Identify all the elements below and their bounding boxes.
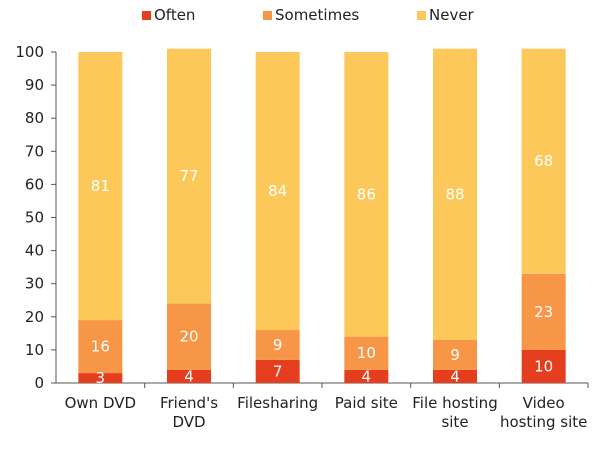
x-tick-label: File hosting site (412, 394, 497, 431)
x-tick-label: Paid site (335, 394, 398, 412)
axes: 0 10 20 30 40 50 60 70 80 90 100 (15, 43, 589, 392)
data-label: 23 (534, 303, 553, 321)
bar-sometimes-5 (521, 273, 566, 350)
bar-never-0 (78, 52, 123, 321)
bar-often-0 (78, 373, 123, 383)
bar-often-2 (255, 359, 300, 383)
data-label: 9 (450, 346, 460, 364)
data-label: 77 (179, 167, 198, 185)
data-label: 88 (445, 185, 464, 203)
y-tick-label: 60 (25, 175, 44, 193)
x-tick-label: Filesharing (237, 394, 318, 412)
legend-label: Sometimes (275, 6, 359, 24)
legend-swatch (417, 11, 426, 20)
data-label: 68 (534, 152, 553, 170)
x-tick-label: Video hosting site (500, 394, 587, 431)
bar-never-5 (521, 48, 566, 274)
y-tick-label: 30 (25, 275, 44, 293)
legend: Often Sometimes Never (142, 6, 475, 24)
bars (78, 48, 566, 383)
bar-never-4 (433, 48, 477, 340)
legend-label: Never (429, 6, 475, 24)
bar-sometimes-4 (433, 339, 477, 370)
y-tick-label: 90 (25, 76, 44, 94)
legend-item-often: Often (142, 6, 195, 24)
data-label: 7 (273, 362, 283, 380)
legend-item-never: Never (417, 6, 475, 24)
data-label: 86 (357, 185, 376, 203)
data-label: 16 (91, 338, 110, 356)
legend-item-sometimes: Sometimes (263, 6, 359, 24)
bar-often-1 (167, 369, 211, 383)
data-label: 84 (268, 182, 287, 200)
bar-never-1 (167, 48, 211, 304)
data-label: 4 (450, 367, 460, 385)
y-tick-label: 70 (25, 142, 44, 160)
x-tick-label: Own DVD (65, 394, 136, 412)
y-tick-label: 0 (34, 374, 44, 392)
bar-sometimes-3 (344, 336, 389, 370)
data-label: 4 (362, 367, 372, 385)
category-labels: Own DVD Friend's DVD Filesharing Paid site Fi… (65, 394, 588, 431)
y-tick-label: 50 (25, 209, 44, 227)
data-label: 81 (91, 177, 110, 195)
y-tick-label: 100 (15, 43, 44, 61)
y-tick-label: 80 (25, 109, 44, 127)
bar-sometimes-2 (255, 330, 300, 360)
bar-often-3 (344, 369, 389, 383)
bar-never-2 (255, 52, 300, 331)
legend-swatch (263, 11, 272, 20)
y-tick-label: 10 (25, 341, 44, 359)
data-label: 3 (96, 369, 106, 387)
data-label: 9 (273, 336, 283, 354)
data-label: 4 (184, 367, 194, 385)
bar-often-4 (433, 369, 477, 383)
bar-never-3 (344, 52, 389, 337)
bar-sometimes-0 (78, 320, 123, 374)
data-label: 10 (357, 344, 376, 362)
y-tick-label: 20 (25, 308, 44, 326)
legend-label: Often (154, 6, 195, 24)
legend-swatch (142, 11, 151, 20)
data-label: 10 (534, 357, 553, 375)
y-tick-label: 40 (25, 242, 44, 260)
x-tick-label: Friend's DVD (160, 394, 218, 431)
bar-often-5 (521, 349, 566, 383)
bar-sometimes-1 (167, 303, 211, 370)
data-label: 20 (179, 328, 198, 346)
